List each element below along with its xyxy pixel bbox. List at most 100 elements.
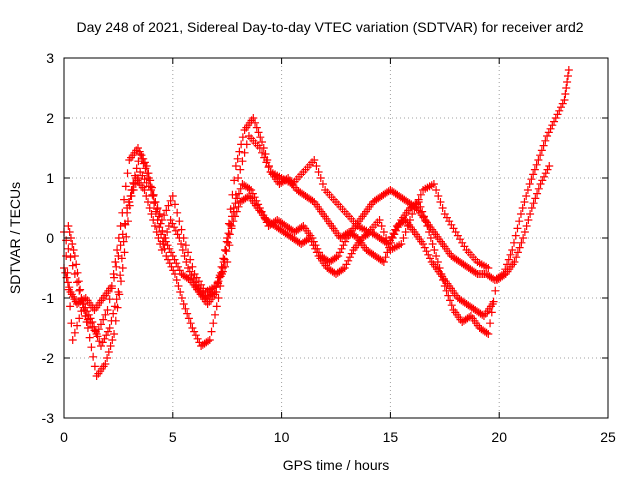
data-point bbox=[73, 321, 82, 330]
data-point bbox=[214, 294, 223, 302]
data-point bbox=[401, 228, 410, 236]
data-point bbox=[139, 159, 148, 168]
data-point bbox=[255, 144, 264, 152]
data-point bbox=[504, 255, 513, 264]
data-point bbox=[225, 230, 234, 239]
data-point bbox=[170, 270, 179, 278]
data-point bbox=[193, 334, 202, 343]
data-point bbox=[305, 234, 314, 242]
data-point bbox=[68, 240, 77, 248]
data-point bbox=[73, 278, 82, 287]
data-point bbox=[424, 250, 433, 259]
data-point bbox=[231, 212, 240, 221]
data-point bbox=[143, 169, 152, 178]
data-point bbox=[429, 180, 438, 188]
data-point bbox=[188, 324, 197, 332]
data-point bbox=[101, 310, 110, 319]
data-point bbox=[181, 304, 190, 313]
data-point bbox=[527, 175, 536, 184]
data-point bbox=[522, 222, 531, 230]
data-point bbox=[211, 310, 220, 319]
data-point bbox=[509, 238, 518, 247]
data-point bbox=[145, 204, 154, 212]
data-point bbox=[510, 258, 519, 266]
data-point bbox=[114, 234, 123, 242]
data-point bbox=[231, 190, 240, 199]
data-point bbox=[553, 110, 562, 119]
data-point bbox=[484, 264, 493, 272]
data-point bbox=[242, 140, 251, 149]
data-point bbox=[70, 252, 79, 260]
data-point bbox=[555, 106, 564, 115]
data-point bbox=[560, 96, 569, 104]
data-point bbox=[225, 241, 234, 250]
data-point bbox=[72, 260, 81, 269]
data-point bbox=[83, 307, 92, 316]
data-point bbox=[563, 78, 572, 86]
data-point bbox=[412, 200, 421, 209]
data-point bbox=[118, 264, 127, 272]
data-point bbox=[310, 156, 319, 164]
data-point bbox=[391, 225, 400, 234]
data-point bbox=[449, 224, 458, 233]
y-tick-label: 1 bbox=[46, 170, 54, 186]
data-point bbox=[209, 319, 218, 328]
data-point bbox=[240, 148, 249, 157]
data-point bbox=[442, 213, 451, 222]
data-point bbox=[419, 212, 428, 221]
data-point bbox=[344, 256, 353, 265]
data-point bbox=[167, 262, 176, 271]
data-point bbox=[236, 165, 245, 174]
data-point bbox=[159, 240, 168, 248]
data-point bbox=[150, 199, 159, 208]
data-point bbox=[102, 331, 111, 340]
data-point bbox=[471, 268, 480, 277]
data-point bbox=[249, 114, 258, 122]
data-point bbox=[491, 286, 500, 295]
data-point bbox=[445, 217, 454, 226]
data-point bbox=[112, 262, 121, 271]
data-point bbox=[414, 195, 423, 204]
data-point bbox=[447, 301, 456, 310]
data-point bbox=[523, 186, 532, 194]
data-point bbox=[161, 234, 170, 242]
data-point bbox=[519, 234, 528, 242]
data-point bbox=[136, 150, 145, 158]
data-point bbox=[153, 204, 162, 212]
data-point bbox=[229, 207, 238, 216]
series-arc-b bbox=[64, 114, 554, 380]
data-point bbox=[307, 237, 316, 246]
data-point bbox=[113, 246, 122, 254]
data-point bbox=[377, 222, 386, 230]
data-point bbox=[76, 285, 85, 294]
data-point bbox=[540, 172, 549, 181]
data-point bbox=[256, 133, 265, 142]
data-point bbox=[129, 186, 138, 194]
data-point bbox=[150, 222, 159, 230]
x-axis-label: GPS time / hours bbox=[283, 457, 390, 473]
data-point bbox=[484, 330, 493, 338]
data-point bbox=[238, 133, 247, 142]
data-point bbox=[184, 248, 193, 257]
data-point bbox=[162, 252, 171, 260]
x-tick-label: 5 bbox=[169, 429, 177, 445]
data-point bbox=[335, 248, 344, 257]
data-point bbox=[458, 238, 467, 247]
data-point bbox=[149, 192, 158, 200]
data-point bbox=[136, 168, 145, 176]
data-point bbox=[175, 217, 184, 226]
data-point bbox=[456, 235, 465, 244]
data-point bbox=[154, 234, 163, 242]
data-point bbox=[379, 258, 388, 266]
data-point bbox=[426, 234, 435, 242]
data-point bbox=[190, 327, 199, 336]
data-point bbox=[341, 237, 350, 246]
data-point bbox=[101, 360, 110, 368]
data-point bbox=[104, 348, 113, 356]
data-point bbox=[173, 230, 182, 239]
data-point bbox=[147, 186, 156, 194]
data-point bbox=[189, 274, 198, 283]
data-point bbox=[375, 216, 384, 224]
data-point bbox=[103, 327, 112, 336]
data-point bbox=[120, 248, 129, 257]
